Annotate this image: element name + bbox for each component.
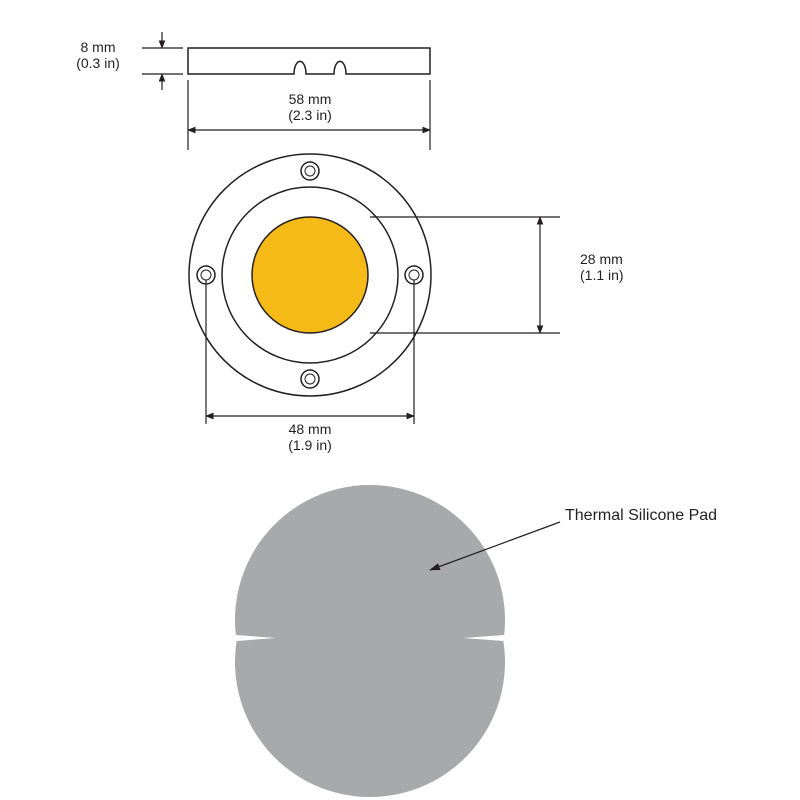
thermal-pad-label: Thermal Silicone Pad bbox=[565, 507, 717, 524]
top-view bbox=[189, 154, 431, 396]
led-core bbox=[252, 217, 368, 333]
dim-58mm-in: (2.3 in) bbox=[288, 107, 332, 123]
thermal-silicone-pad bbox=[235, 485, 505, 797]
engineering-drawing: Thermal Silicone Pad 8 mm(0.3 in) 58 mm(2… bbox=[0, 0, 800, 800]
dim-28mm-in: (1.1 in) bbox=[580, 267, 624, 283]
side-profile bbox=[188, 48, 430, 74]
dim-8mm-mm: 8 mm bbox=[81, 39, 116, 55]
mount-hole bbox=[301, 370, 319, 388]
dim-48mm-in: (1.9 in) bbox=[288, 437, 332, 453]
dim-58mm-mm: 58 mm bbox=[289, 91, 332, 107]
thermal-pad: Thermal Silicone Pad bbox=[235, 485, 717, 797]
dim-8mm-in: (0.3 in) bbox=[76, 55, 120, 71]
dim-28mm-mm: 28 mm bbox=[580, 251, 623, 267]
dim-48mm-mm: 48 mm bbox=[289, 421, 332, 437]
side-view bbox=[188, 48, 430, 74]
mount-hole bbox=[301, 162, 319, 180]
